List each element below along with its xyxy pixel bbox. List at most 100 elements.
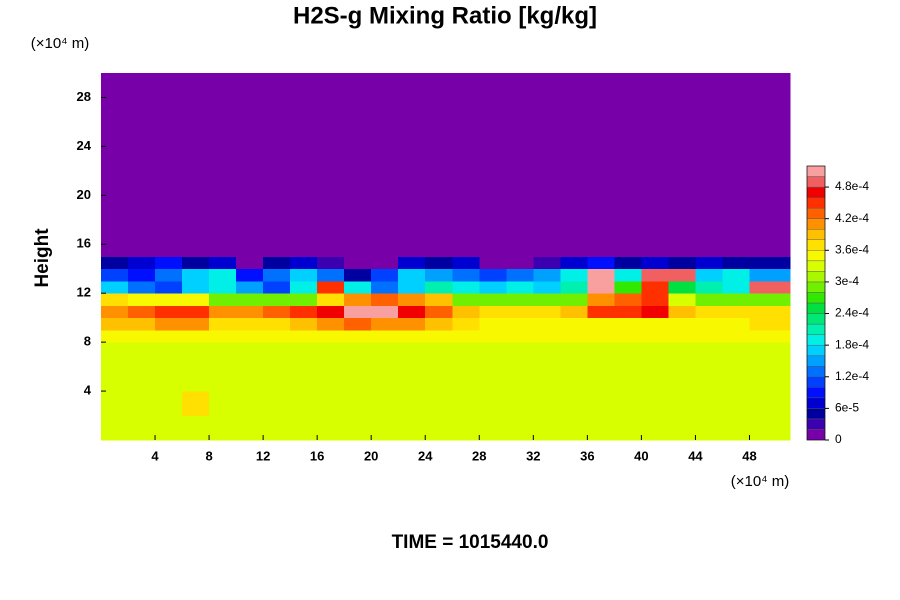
field-cell — [533, 244, 561, 257]
field-cell — [749, 305, 791, 319]
field-cell — [209, 256, 237, 270]
field-cell — [479, 329, 507, 343]
field-cell — [290, 415, 318, 441]
x-tick-label: 4 — [151, 448, 159, 463]
field-cell — [344, 280, 372, 294]
field-cell — [614, 256, 642, 270]
field-cell — [263, 317, 291, 331]
field-cell — [695, 268, 723, 282]
field-cell — [317, 280, 345, 294]
field-cell — [101, 305, 129, 319]
field-cell — [209, 73, 237, 245]
x-tick-label: 24 — [418, 448, 433, 463]
colorbar-swatch — [806, 302, 826, 314]
field-cell — [425, 305, 453, 319]
field-cell — [452, 256, 480, 270]
field-cell — [587, 293, 615, 306]
field-cell — [641, 73, 669, 245]
field-cell — [452, 280, 480, 294]
colorbar-swatch — [806, 344, 826, 356]
field-cell — [155, 305, 183, 319]
x-tick-label: 12 — [256, 448, 270, 463]
field-cell — [425, 256, 453, 270]
colorbar-swatch — [806, 239, 826, 251]
field-cell — [425, 293, 453, 306]
field-cell — [236, 244, 264, 257]
field-cell — [641, 415, 669, 441]
y-tick-label: 24 — [77, 138, 92, 153]
field-cell — [614, 268, 642, 282]
field-cell — [668, 244, 696, 257]
field-cell — [479, 415, 507, 441]
field-cell — [317, 391, 345, 417]
field-cell — [155, 280, 183, 294]
field-cell — [371, 280, 399, 294]
field-cell — [533, 329, 561, 343]
field-cell — [209, 317, 237, 331]
field-cell — [479, 73, 507, 245]
field-cell — [560, 256, 588, 270]
field-cell — [749, 342, 791, 368]
field-cell — [398, 415, 426, 441]
field-cell — [371, 293, 399, 306]
field-cell — [344, 342, 372, 368]
field-cell — [236, 366, 264, 392]
field-cell — [290, 280, 318, 294]
field-cell — [344, 305, 372, 319]
field-cell — [398, 305, 426, 319]
field-cell — [587, 280, 615, 294]
field-cell — [371, 391, 399, 417]
field-cell — [209, 329, 237, 343]
field-cell — [344, 415, 372, 441]
field-cell — [506, 366, 534, 392]
field-cell — [722, 305, 750, 319]
field-cell — [398, 317, 426, 331]
field-cell — [317, 73, 345, 245]
y-axis-label: Height — [32, 228, 53, 288]
colorbar-tick-label: 4.2e-4 — [835, 211, 869, 225]
x-tick-label: 8 — [205, 448, 212, 463]
field-cell — [101, 366, 129, 392]
field-cell — [452, 342, 480, 368]
y-tick-label: 16 — [77, 236, 91, 251]
field-cell — [263, 366, 291, 392]
field-cell — [668, 73, 696, 245]
field-cell — [587, 366, 615, 392]
field-cell — [398, 293, 426, 306]
field-cell — [128, 305, 156, 319]
field-cell — [452, 73, 480, 245]
field-cell — [371, 415, 399, 441]
field-cell — [182, 244, 210, 257]
field-cell — [749, 256, 791, 270]
field-cell — [263, 415, 291, 441]
footer: TIME = 1015440.0 — [392, 532, 549, 553]
field-cell — [398, 391, 426, 417]
y-tick-label: 20 — [77, 187, 91, 202]
field-cell — [668, 415, 696, 441]
chart-title: H2S-g Mixing Ratio [kg/kg] — [293, 2, 597, 29]
field-cell — [695, 415, 723, 441]
field-cell — [263, 268, 291, 282]
field-cell — [344, 329, 372, 343]
field-cell — [371, 342, 399, 368]
colorbar-swatch — [806, 313, 826, 325]
field-cell — [101, 256, 129, 270]
field-cell — [695, 329, 723, 343]
field-cell — [695, 305, 723, 319]
field-cell — [614, 280, 642, 294]
field-cell — [398, 73, 426, 245]
field-cell — [236, 391, 264, 417]
field-cell — [236, 305, 264, 319]
colorbar-swatch — [806, 165, 826, 177]
field-cell — [560, 280, 588, 294]
colorbar-swatch — [806, 376, 826, 388]
field-cell — [533, 366, 561, 392]
field-cell — [236, 256, 264, 270]
field-cell — [506, 73, 534, 245]
field-cell — [560, 415, 588, 441]
field-cell — [641, 280, 669, 294]
field-cell — [317, 268, 345, 282]
field-cell — [506, 256, 534, 270]
field-cell — [614, 366, 642, 392]
field-cell — [641, 268, 669, 282]
